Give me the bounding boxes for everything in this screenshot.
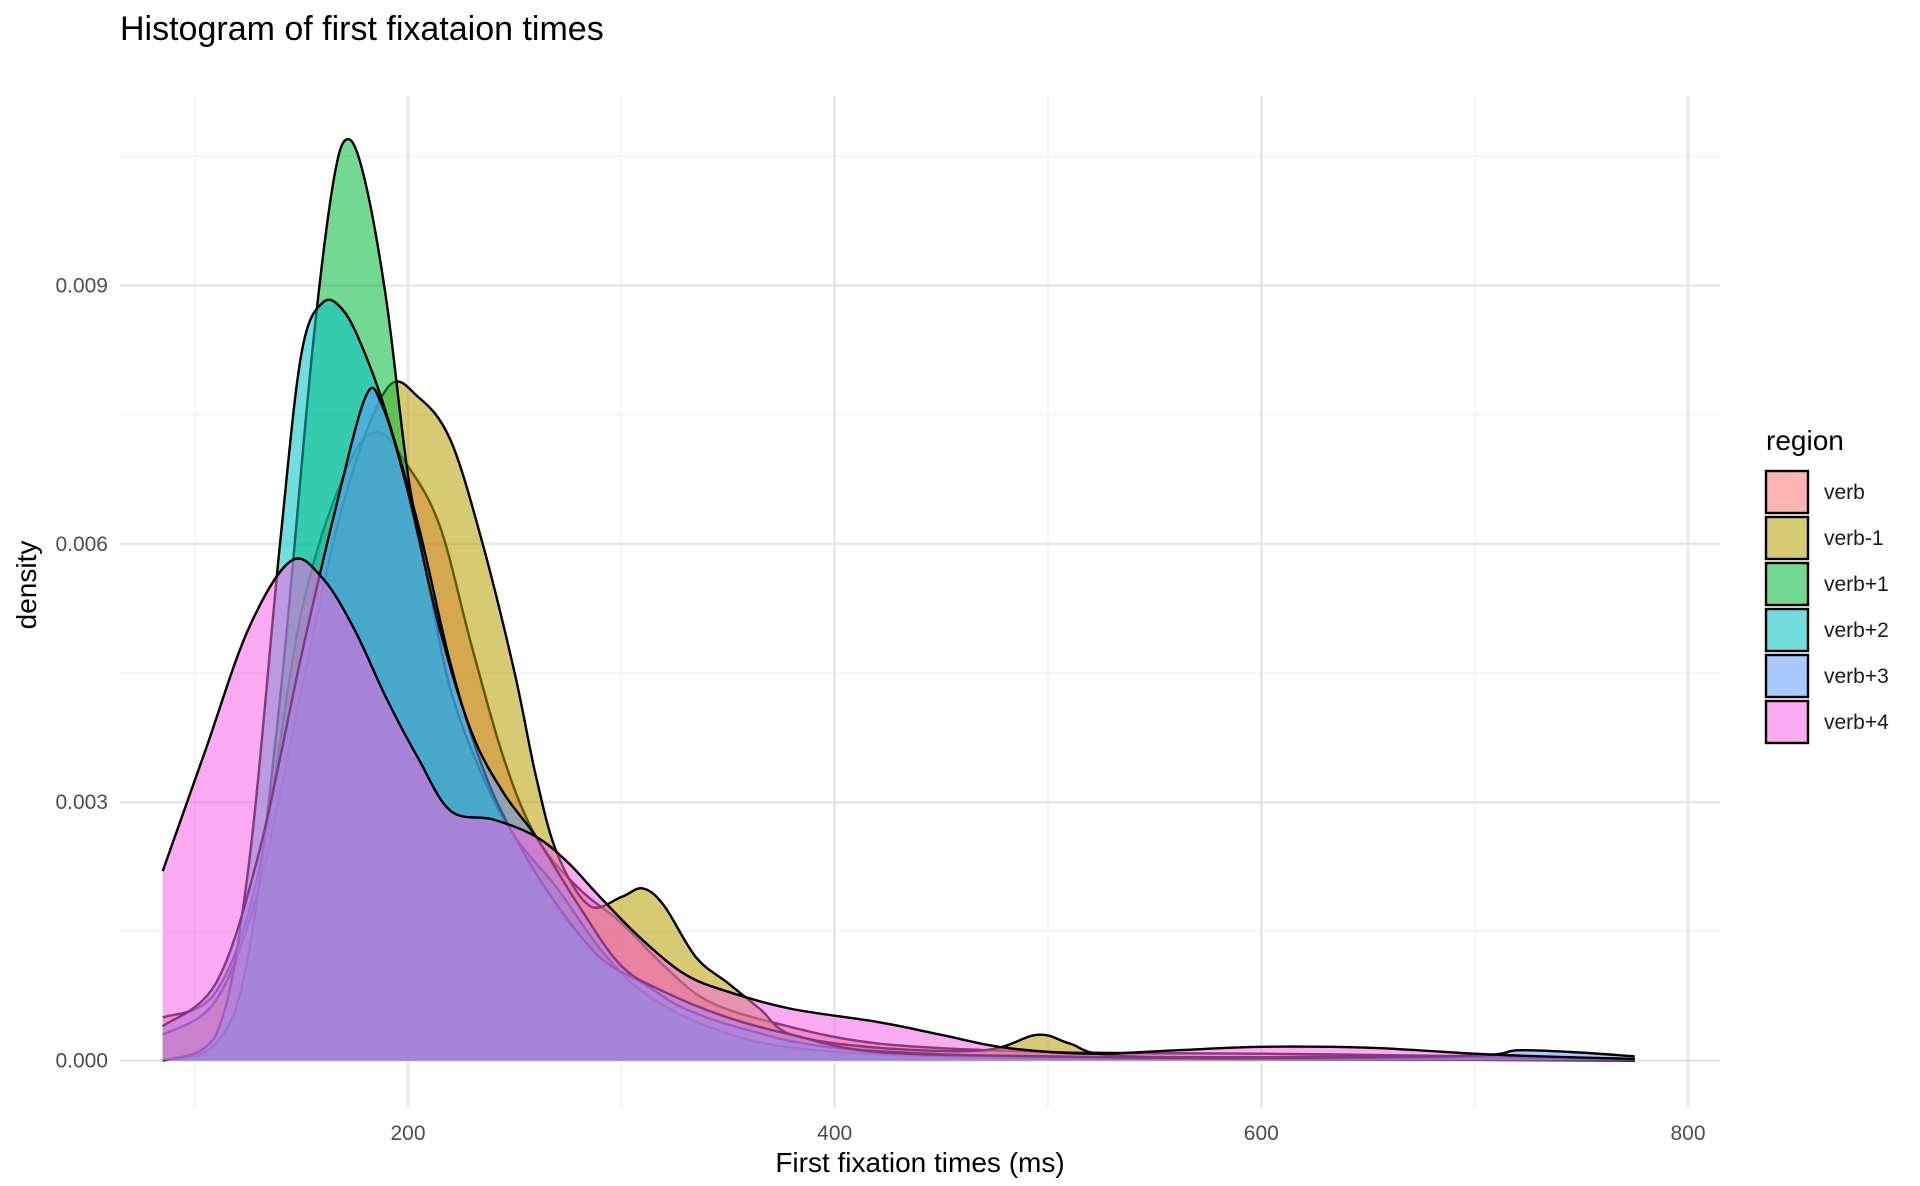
x-tick-label: 600 xyxy=(1244,1122,1279,1145)
legend-label-verb+4: verb+4 xyxy=(1824,711,1889,734)
legend-label-verb: verb xyxy=(1824,481,1865,504)
legend-key-verb+3 xyxy=(1764,653,1810,699)
legend-key-verb+1 xyxy=(1764,561,1810,607)
density-curves xyxy=(161,137,1635,1062)
y-axis-title: density xyxy=(11,541,42,630)
density-area-verb+4 xyxy=(162,558,1635,1061)
legend-label-verb+2: verb+2 xyxy=(1824,619,1889,642)
legend-key-verb+4 xyxy=(1764,699,1810,745)
legend-items: verb verb-1 verb+1 verb+2 verb+3 verb+4 xyxy=(1764,469,1889,745)
x-tick-label: 200 xyxy=(390,1122,425,1145)
y-tick-label: 0.000 xyxy=(55,1050,108,1073)
legend-label-verb+3: verb+3 xyxy=(1824,665,1889,688)
x-tick-label: 800 xyxy=(1670,1122,1705,1145)
legend-key-verb+2 xyxy=(1764,607,1810,653)
x-axis-ticks: 200 400 600 800 xyxy=(390,1122,1705,1145)
density-line-verb+4 xyxy=(161,557,1635,1061)
legend-title: region xyxy=(1766,425,1844,456)
y-axis-ticks: 0.000 0.003 0.006 0.009 xyxy=(55,274,108,1072)
legend-label-verb-1: verb-1 xyxy=(1824,527,1884,550)
y-tick-label: 0.009 xyxy=(55,274,108,297)
x-axis-title: First fixation times (ms) xyxy=(775,1147,1064,1178)
legend: region verb verb-1 verb+1 verb+2 verb+3 verb+… xyxy=(1764,425,1889,745)
legend-label-verb+1: verb+1 xyxy=(1824,573,1889,596)
legend-key-verb xyxy=(1764,469,1810,515)
y-tick-label: 0.006 xyxy=(55,533,108,556)
legend-key-verb-1 xyxy=(1764,515,1810,561)
y-tick-label: 0.003 xyxy=(55,791,108,814)
chart-title: Histogram of first fixataion times xyxy=(120,10,604,48)
x-tick-label: 400 xyxy=(817,1122,852,1145)
